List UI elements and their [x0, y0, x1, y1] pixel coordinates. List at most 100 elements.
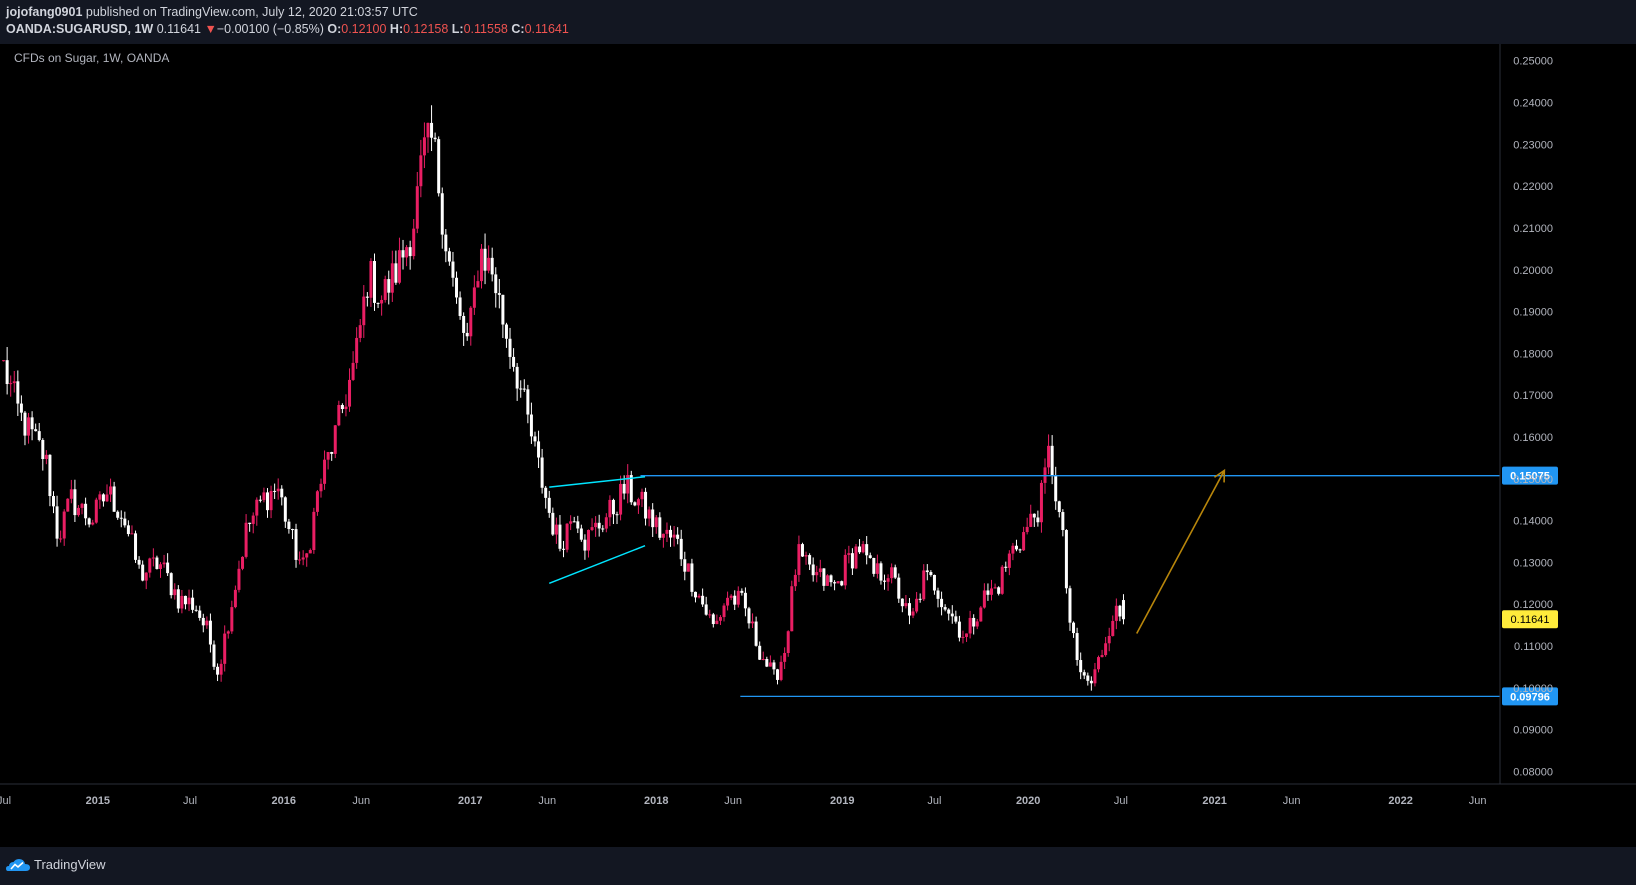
tradingview-logo[interactable]: TradingView	[6, 857, 106, 872]
candle-body	[626, 475, 630, 494]
candle-body	[1075, 633, 1079, 661]
candle-body	[273, 490, 277, 492]
candle-body	[579, 528, 583, 540]
candle-body	[940, 598, 944, 608]
high-value: 0.12158	[403, 22, 449, 36]
publish-text: published on TradingView.com, July 12, 2…	[85, 5, 418, 19]
candle-body	[1111, 620, 1115, 636]
candle-body	[512, 356, 516, 367]
candle-body	[540, 457, 544, 488]
price-axis[interactable]: 0.25000 0.24000 0.23000 0.22000 0.21000 0.200…	[1499, 44, 1553, 784]
projection-arrow-head	[1214, 468, 1226, 483]
candle-body	[950, 613, 954, 617]
candles-group	[2, 105, 1125, 691]
candle-body	[269, 490, 273, 511]
level-price-badge	[1502, 687, 1558, 706]
candle-body	[405, 247, 409, 258]
level-price-badge	[1502, 466, 1558, 485]
candle-body	[191, 597, 195, 610]
candle-body	[55, 506, 59, 539]
wedge-trendline[interactable]	[549, 475, 646, 488]
candle-body	[740, 590, 744, 593]
candle-body	[59, 538, 63, 540]
candle-body	[126, 525, 130, 535]
candle-body	[216, 666, 220, 675]
price-tick-label: 0.10000	[1513, 683, 1553, 695]
candle-body	[27, 417, 31, 436]
candle-body	[415, 186, 419, 229]
candle-body	[430, 122, 434, 138]
time-tick-label: Jul	[1114, 795, 1128, 807]
symbol-name[interactable]: OANDA:SUGARUSD, 1W	[6, 22, 154, 36]
candle-body	[861, 544, 865, 553]
wedge-trendline[interactable]	[548, 544, 646, 585]
candle-body	[993, 587, 997, 589]
candle-body	[629, 475, 633, 503]
candle-body	[633, 502, 637, 506]
time-tick-label: Jun	[538, 795, 556, 807]
candle-body	[105, 494, 109, 502]
candle-body	[198, 610, 202, 618]
candle-body	[408, 247, 412, 257]
candle-body	[965, 633, 969, 637]
candle-body	[280, 488, 284, 498]
projection-arrow[interactable]	[1136, 470, 1226, 634]
candle-body	[1097, 657, 1101, 670]
tradingview-brand: TradingView	[34, 857, 106, 872]
candle-body	[315, 491, 319, 512]
candle-body	[1072, 622, 1076, 634]
time-axis[interactable]: Jul 2015 Jul 2016 Jun 2017 Jun 2018 Jun 2019 Jul 20…	[0, 783, 1636, 807]
candle-body	[504, 324, 508, 339]
candle-body	[276, 488, 280, 492]
candle-body	[900, 598, 904, 607]
candle-body	[904, 603, 908, 607]
time-tick-label: 2022	[1388, 795, 1412, 807]
candle-body	[226, 631, 230, 634]
chart-header: jojofang0901 published on TradingView.co…	[0, 0, 1636, 44]
candle-body	[137, 559, 141, 565]
candle-body	[134, 533, 138, 560]
candle-body	[586, 529, 590, 551]
candle-body	[16, 381, 20, 404]
candle-body	[569, 521, 573, 524]
candle-body	[1014, 545, 1018, 550]
candle-body	[166, 562, 170, 574]
candle-body	[765, 658, 769, 667]
candlestick-chart[interactable]: CFDs on Sugar, 1W, OANDA 0.150750.097960…	[0, 44, 1636, 847]
price-tick-label: 0.17000	[1513, 390, 1553, 402]
candle-body	[208, 620, 212, 645]
time-tick-label: Jul	[183, 795, 197, 807]
candle-body	[319, 483, 323, 492]
candle-body	[1032, 513, 1036, 518]
candle-body	[94, 499, 98, 523]
price-change: −0.00100 (−0.85%)	[216, 22, 324, 36]
candle-body	[194, 609, 198, 611]
chart-pane[interactable]: CFDs on Sugar, 1W, OANDA 0.15075 0.09796 0…	[0, 44, 1636, 847]
candle-body	[975, 621, 979, 627]
candle-body	[241, 556, 245, 569]
candle-body	[636, 499, 640, 506]
candle-body	[80, 503, 84, 508]
candle-body	[376, 302, 380, 304]
candle-body	[597, 522, 601, 529]
last-price-label: 0.11641	[1511, 614, 1550, 626]
candle-body	[233, 589, 237, 608]
candle-body	[1000, 566, 1004, 594]
candle-body	[412, 228, 416, 257]
price-tick-label: 0.09000	[1513, 725, 1553, 737]
candle-body	[836, 581, 840, 584]
candle-body	[697, 595, 701, 598]
candle-body	[519, 388, 523, 390]
tradingview-cloud-icon	[6, 858, 30, 871]
author-name[interactable]: jojofang0901	[6, 5, 83, 19]
candle-body	[62, 511, 66, 539]
time-tick-label: Jun	[724, 795, 742, 807]
candle-body	[462, 315, 466, 333]
time-tick-label: 2019	[830, 795, 854, 807]
candle-body	[840, 581, 844, 586]
candle-body	[554, 524, 558, 535]
candle-body	[1022, 532, 1026, 551]
candle-body	[711, 614, 715, 625]
candle-body	[351, 362, 355, 380]
candle-body	[308, 550, 312, 554]
